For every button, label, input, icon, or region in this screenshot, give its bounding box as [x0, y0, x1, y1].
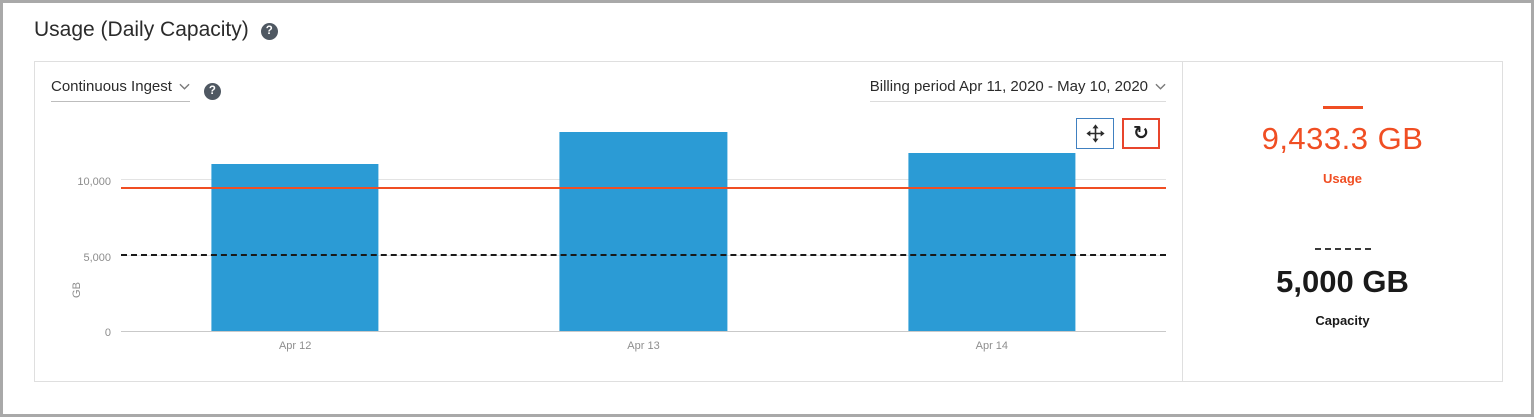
- y-tick-label: 5,000: [83, 252, 111, 264]
- capacity-label: Capacity: [1315, 313, 1370, 328]
- capacity-value: 5,000 GB: [1276, 264, 1409, 299]
- x-axis-labels: Apr 12 Apr 13 Apr 14: [121, 340, 1166, 352]
- question-mark-glyph: ?: [265, 24, 273, 37]
- chart-body: 0 5,000 10,000 Apr 12 Apr 13 Apr 14: [51, 120, 1166, 352]
- capacity-line-swatch: [1314, 248, 1371, 250]
- x-tick-label: Apr 14: [975, 340, 1009, 352]
- chart-bar-apr-13[interactable]: [559, 132, 728, 331]
- billing-period-dropdown[interactable]: Billing period Apr 11, 2020 - May 10, 20…: [869, 78, 1166, 102]
- x-tick-label: Apr 12: [278, 340, 312, 352]
- billing-period-label: Billing period Apr 11, 2020 - May 10, 20…: [869, 78, 1148, 95]
- capacity-block: 5,000 GB Capacity: [1183, 248, 1502, 328]
- chart-bar-apr-12[interactable]: [211, 164, 379, 331]
- usage-panel: Continuous Ingest ? Billing period Apr 1…: [34, 61, 1503, 382]
- chart-toolbar: ↻: [1076, 118, 1160, 149]
- y-tick-label: 0: [104, 327, 111, 339]
- bar-slot: [818, 120, 1166, 331]
- reference-line-capacity: [121, 254, 1166, 256]
- plot-area: [121, 120, 1166, 332]
- pan-button[interactable]: [1076, 118, 1114, 149]
- chart-header: Continuous Ingest ? Billing period Apr 1…: [51, 78, 1166, 102]
- usage-value: 9,433.3 GB: [1261, 121, 1424, 156]
- help-icon[interactable]: ?: [260, 23, 278, 40]
- chevron-down-icon: [1155, 83, 1166, 90]
- y-tick-label: 10,000: [77, 176, 111, 188]
- ingest-type-dropdown[interactable]: Continuous Ingest: [51, 78, 190, 102]
- question-mark-glyph: ?: [208, 84, 216, 97]
- move-icon: [1085, 124, 1105, 143]
- bars-row: [121, 120, 1166, 331]
- refresh-button[interactable]: ↻: [1122, 118, 1160, 149]
- bar-slot: [121, 120, 469, 331]
- chart-bar-apr-14[interactable]: [908, 153, 1076, 331]
- x-tick-label: Apr 13: [627, 340, 660, 352]
- chevron-down-icon: [179, 83, 190, 90]
- chart-section: Continuous Ingest ? Billing period Apr 1…: [35, 62, 1182, 381]
- refresh-icon: ↻: [1133, 122, 1149, 144]
- page-title: Usage (Daily Capacity): [34, 18, 249, 41]
- page-header: Usage (Daily Capacity) ?: [3, 3, 1531, 42]
- usage-label: Usage: [1322, 171, 1363, 186]
- chart-header-left: Continuous Ingest ?: [51, 78, 221, 102]
- reference-line-usage: [121, 187, 1166, 189]
- usage-line-swatch: [1322, 106, 1363, 109]
- help-icon[interactable]: ?: [203, 83, 221, 100]
- y-axis: 0 5,000 10,000: [51, 120, 121, 339]
- summary-section: 9,433.3 GB Usage 5,000 GB Capacity: [1182, 62, 1502, 381]
- bar-slot: [469, 120, 817, 331]
- ingest-type-label: Continuous Ingest: [51, 78, 172, 95]
- plot-wrap: Apr 12 Apr 13 Apr 14: [121, 120, 1166, 352]
